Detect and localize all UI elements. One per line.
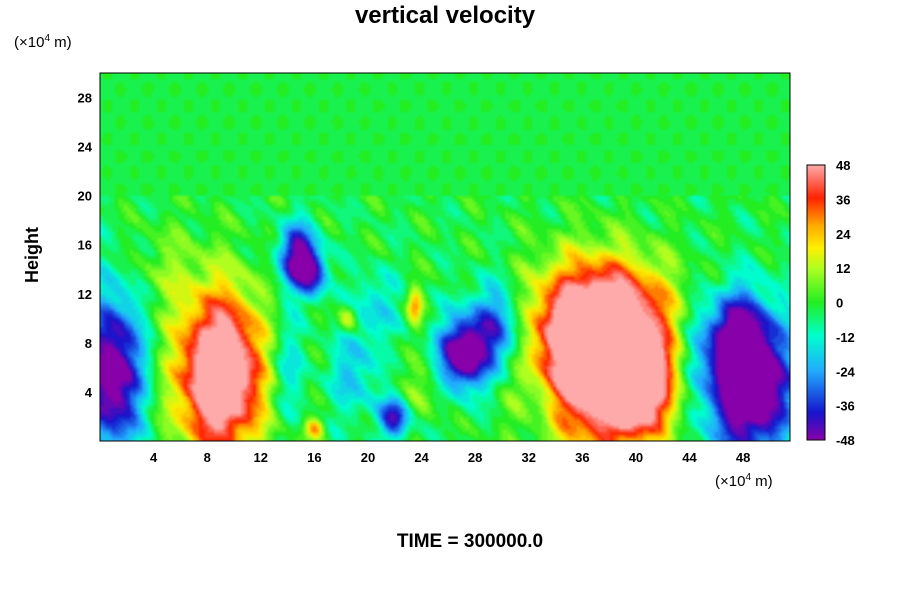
x-unit-prefix: (×10	[715, 473, 746, 490]
colorbar-tick-label: -36	[836, 399, 855, 414]
y-tick-label: 4	[85, 385, 93, 400]
chart-title: vertical velocity	[354, 2, 536, 29]
colorbar-tick-label: -24	[836, 364, 856, 379]
y-tick-label: 12	[78, 287, 92, 302]
x-unit-exponent: 4	[745, 472, 752, 483]
y-tick-label: 28	[78, 91, 92, 106]
time-label: TIME = 300000.0	[396, 531, 544, 552]
heatmap-field	[100, 73, 790, 441]
colorbar	[806, 164, 826, 441]
x-tick-label: 16	[307, 450, 321, 465]
colorbar-tick-label: 0	[836, 296, 843, 311]
x-tick-label: 28	[468, 450, 482, 465]
y-unit-prefix: (×10	[14, 34, 45, 51]
x-tick-label: 44	[682, 450, 697, 465]
x-tick-label: 4	[150, 450, 158, 465]
x-tick-label: 8	[204, 450, 211, 465]
y-tick-label: 16	[78, 238, 92, 253]
x-axis-unit: (×104 m)	[715, 472, 773, 490]
x-unit-suffix: m)	[751, 473, 773, 490]
x-tick-label: 32	[522, 450, 536, 465]
x-tick-label: 24	[414, 450, 429, 465]
y-unit-exponent: 4	[44, 33, 51, 44]
y-axis-unit: (×104 m)	[14, 33, 72, 51]
colorbar-tick-label: 12	[836, 261, 850, 276]
x-tick-label: 36	[575, 450, 589, 465]
x-tick-label: 40	[629, 450, 643, 465]
x-tick-label: 12	[254, 450, 268, 465]
y-tick-labels: 4 8 12 16 20 24 28	[78, 91, 93, 400]
colorbar-tick-labels: 48 36 24 12 0 -12 -24 -36 -48	[836, 158, 856, 448]
colorbar-tick-label: 36	[836, 192, 850, 207]
x-tick-label: 48	[736, 450, 750, 465]
colorbar-tick-label: 24	[836, 227, 851, 242]
y-tick-label: 8	[85, 336, 92, 351]
y-unit-suffix: m)	[50, 34, 72, 51]
colorbar-tick-label: -48	[836, 433, 855, 448]
plot-frame	[99, 72, 791, 442]
x-tick-label: 20	[361, 450, 375, 465]
y-tick-label: 20	[78, 189, 92, 204]
y-tick-label: 24	[78, 140, 93, 155]
x-tick-labels: 4 8 12 16 20 24 28 32 36 40 44 48	[150, 450, 750, 465]
colorbar-tick-label: 48	[836, 158, 850, 173]
colorbar-tick-label: -12	[836, 330, 855, 345]
